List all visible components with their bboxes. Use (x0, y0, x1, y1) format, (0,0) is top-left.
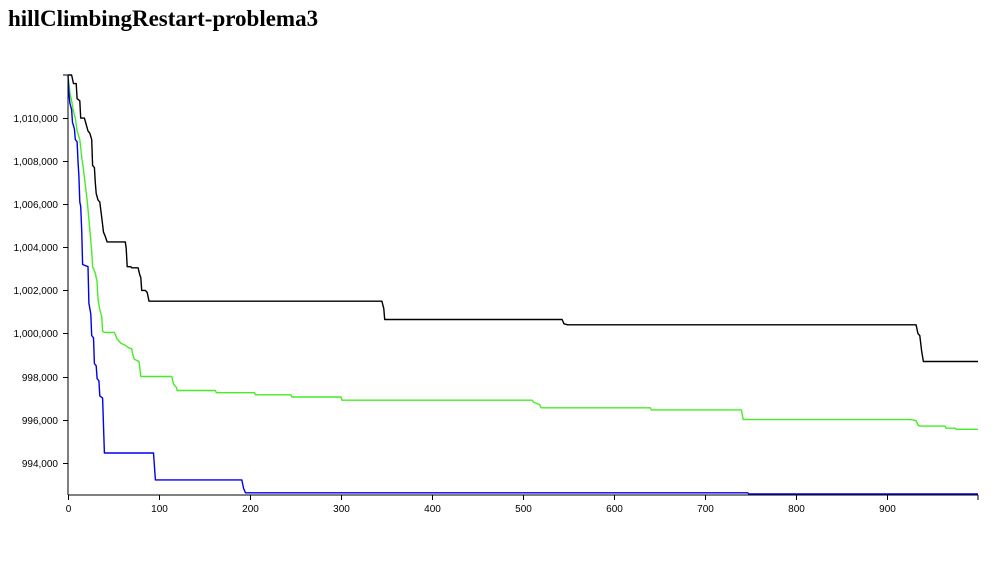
y-tick-label: 1,010,000 (14, 114, 59, 125)
series-line-3 (67, 74, 978, 495)
y-tick-label: 1,008,000 (14, 157, 59, 168)
series-lines (67, 74, 978, 495)
x-tick-label: 700 (697, 504, 714, 515)
x-tick-label: 200 (242, 504, 259, 515)
y-axis-ticks: 994,000 996,000 998,000 1,000,000 1,002,000 1… (14, 74, 68, 470)
series-line-1 (68, 74, 978, 363)
x-tick-label: 400 (424, 504, 441, 515)
x-tick-label: 0 (66, 504, 72, 515)
series-line-2 (67, 74, 978, 430)
y-tick-label: 1,004,000 (14, 243, 59, 254)
x-tick-label: 500 (515, 504, 532, 515)
y-tick-label: 998,000 (22, 373, 59, 384)
x-tick-label: 800 (788, 504, 805, 515)
chart-title: hillClimbingRestart-problema3 (8, 6, 319, 31)
y-tick-label: 1,002,000 (14, 286, 59, 297)
x-tick-label: 100 (151, 504, 168, 515)
x-tick-label: 900 (879, 504, 896, 515)
y-tick-label: 994,000 (22, 459, 59, 470)
y-tick-label: 996,000 (22, 416, 59, 427)
y-tick-label: 1,006,000 (14, 200, 59, 211)
x-tick-label: 300 (333, 504, 350, 515)
x-axis-ticks: 0 100 200 300 400 500 600 700 800 900 (66, 495, 979, 515)
y-tick-label: 1,000,000 (14, 329, 59, 340)
x-tick-label: 600 (606, 504, 623, 515)
